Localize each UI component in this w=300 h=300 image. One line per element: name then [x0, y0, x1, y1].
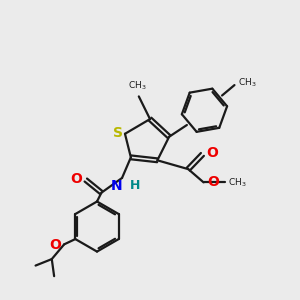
Text: O: O: [206, 146, 218, 160]
Text: O: O: [49, 238, 61, 252]
Text: O: O: [207, 176, 219, 189]
Text: CH$_3$: CH$_3$: [128, 80, 147, 92]
Text: O: O: [70, 172, 82, 186]
Text: H: H: [130, 179, 141, 192]
Text: S: S: [113, 126, 124, 140]
Text: CH$_3$: CH$_3$: [228, 176, 247, 189]
Text: CH$_3$: CH$_3$: [238, 76, 256, 89]
Text: N: N: [111, 178, 123, 193]
